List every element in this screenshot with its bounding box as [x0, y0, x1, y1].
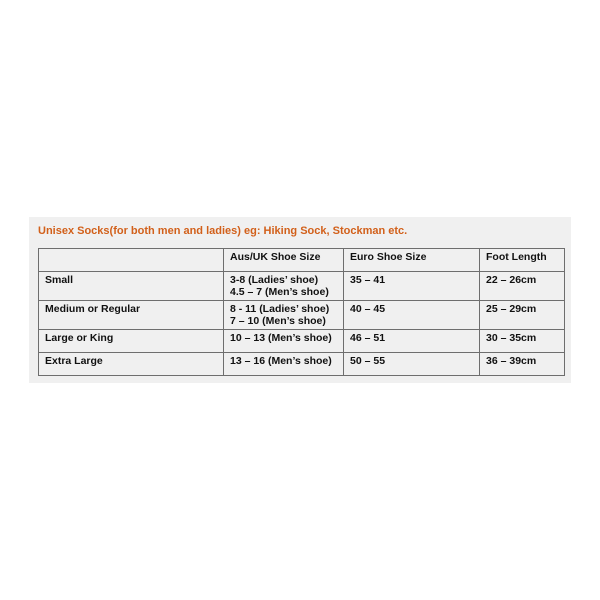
table-row: Medium or Regular 8 - 11 (Ladies’ shoe) 7…: [38, 300, 565, 330]
aus-uk-line: 3-8 (Ladies’ shoe): [230, 274, 319, 286]
header-foot-length: Foot Length: [479, 248, 565, 272]
aus-uk-line: 8 - 11 (Ladies’ shoe): [230, 303, 330, 315]
size-cell: Small: [38, 271, 224, 301]
table-row: Large or King 10 – 13 (Men’s shoe) 46 – …: [38, 329, 565, 353]
header-row: Aus/UK Shoe Size Euro Shoe Size Foot Len…: [38, 248, 565, 272]
foot-cell: 30 – 35cm: [479, 329, 565, 353]
table-row: Extra Large 13 – 16 (Men’s shoe) 50 – 55…: [38, 352, 565, 376]
aus-uk-line: 7 – 10 (Men’s shoe): [230, 315, 326, 327]
foot-cell: 22 – 26cm: [479, 271, 565, 301]
euro-cell: 35 – 41: [343, 271, 480, 301]
euro-cell: 40 – 45: [343, 300, 480, 330]
euro-cell: 46 – 51: [343, 329, 480, 353]
size-cell: Medium or Regular: [38, 300, 224, 330]
foot-cell: 36 – 39cm: [479, 352, 565, 376]
size-table: Aus/UK Shoe Size Euro Shoe Size Foot Len…: [38, 248, 565, 376]
chart-title: Unisex Socks(for both men and ladies) eg…: [38, 225, 408, 237]
aus-uk-cell: 3-8 (Ladies’ shoe) 4.5 – 7 (Men’s shoe): [223, 271, 344, 301]
aus-uk-cell: 10 – 13 (Men’s shoe): [223, 329, 344, 353]
header-euro: Euro Shoe Size: [343, 248, 480, 272]
aus-uk-cell: 13 – 16 (Men’s shoe): [223, 352, 344, 376]
size-chart-panel: Unisex Socks(for both men and ladies) eg…: [29, 217, 571, 383]
table-row: Small 3-8 (Ladies’ shoe) 4.5 – 7 (Men’s s…: [38, 271, 565, 301]
aus-uk-line: 4.5 – 7 (Men’s shoe): [230, 286, 329, 298]
foot-cell: 25 – 29cm: [479, 300, 565, 330]
header-aus-uk: Aus/UK Shoe Size: [223, 248, 344, 272]
euro-cell: 50 – 55: [343, 352, 480, 376]
header-size: [38, 248, 224, 272]
aus-uk-cell: 8 - 11 (Ladies’ shoe) 7 – 10 (Men’s shoe): [223, 300, 344, 330]
size-cell: Extra Large: [38, 352, 224, 376]
size-cell: Large or King: [38, 329, 224, 353]
